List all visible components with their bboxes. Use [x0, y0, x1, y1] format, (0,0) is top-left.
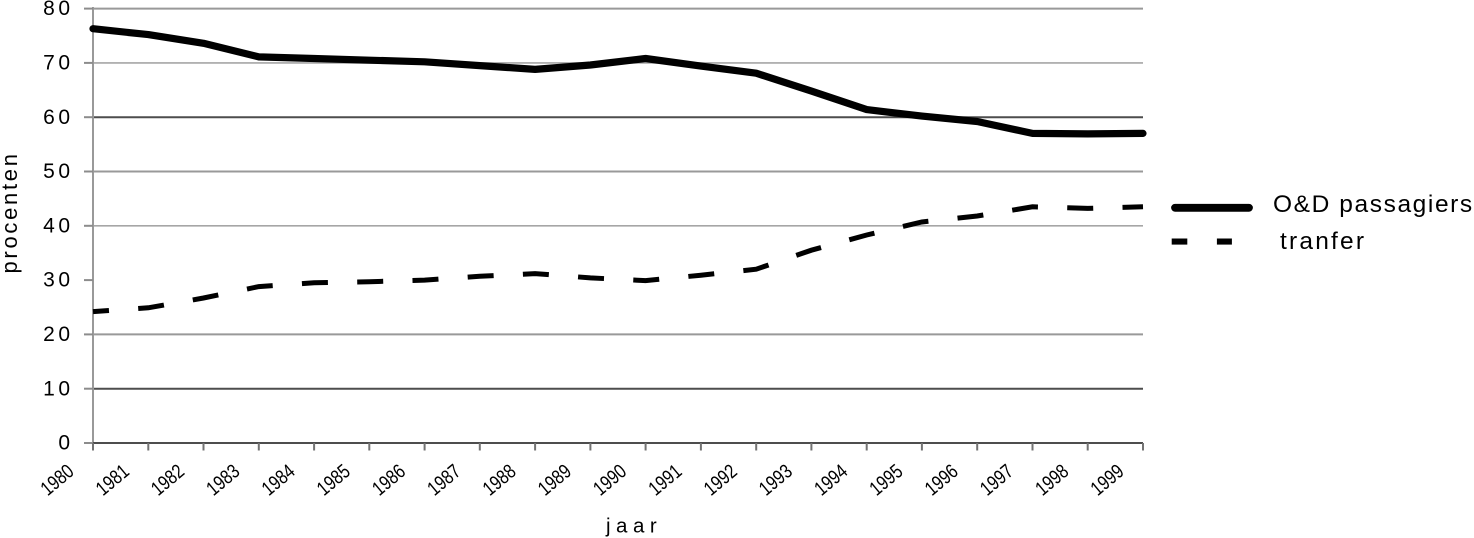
svg-text:60: 60: [43, 106, 73, 129]
svg-text:30: 30: [43, 269, 73, 292]
svg-text:20: 20: [43, 323, 73, 346]
svg-text:10: 10: [43, 377, 73, 400]
svg-text:jaar: jaar: [605, 515, 662, 538]
svg-text:0: 0: [58, 432, 73, 455]
svg-text:procenten: procenten: [0, 151, 22, 273]
svg-text:80: 80: [43, 0, 73, 20]
svg-text:70: 70: [43, 52, 73, 75]
svg-text:tranfer: tranfer: [1280, 228, 1366, 255]
svg-text:40: 40: [43, 214, 73, 237]
svg-text:O&D passagiers: O&D passagiers: [1273, 191, 1474, 218]
svg-text:50: 50: [43, 160, 73, 183]
